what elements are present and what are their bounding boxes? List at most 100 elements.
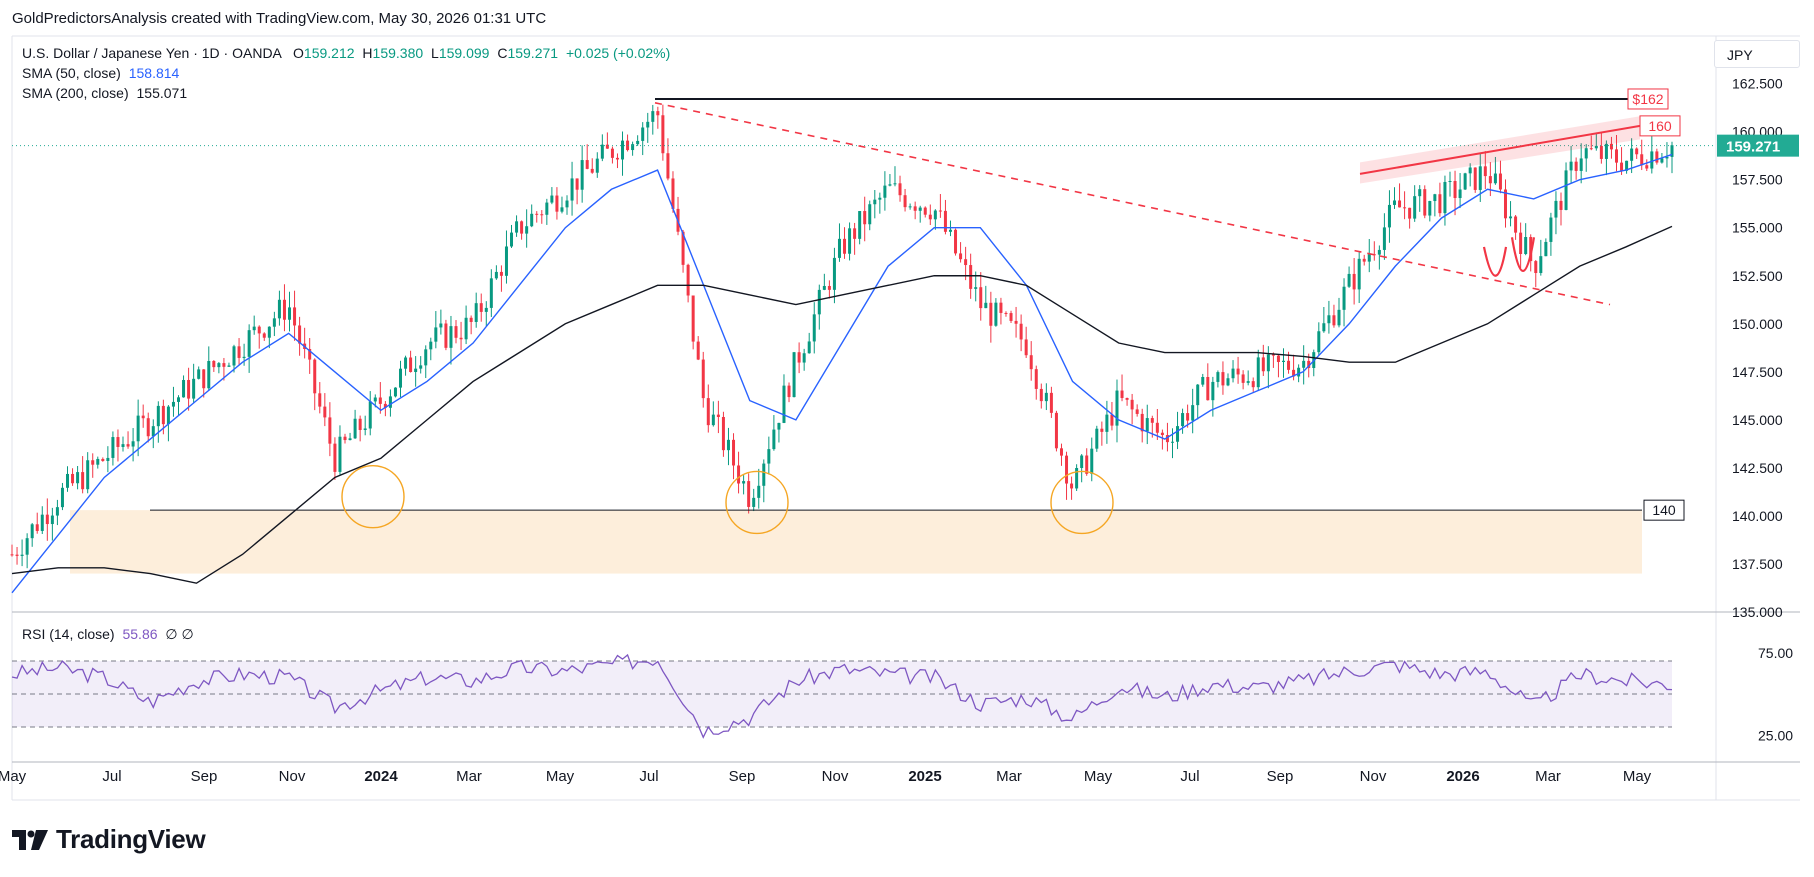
candle-body [15, 554, 19, 556]
candle-body [399, 368, 403, 388]
candle-body [76, 472, 80, 484]
candle-body [1105, 414, 1109, 432]
candle-body [277, 299, 281, 319]
symbol-title: U.S. Dollar / Japanese Yen · 1D · OANDA [22, 45, 282, 61]
double-bottom-curve [1482, 246, 1508, 277]
annotations-layer: $162 160 140 [150, 88, 1685, 535]
sma200-legend[interactable]: SMA (200, close) 155.071 [22, 85, 187, 101]
candle-body [1413, 196, 1417, 219]
candle-body [404, 357, 408, 369]
candle-body [1655, 151, 1659, 163]
time-tick-label: Mar [456, 768, 482, 785]
candle-body [50, 515, 54, 525]
candle-body [1130, 399, 1134, 410]
candle-body [807, 341, 811, 354]
candle-body [484, 307, 488, 312]
candle-body [1352, 273, 1356, 290]
time-tick-label: Jul [102, 768, 121, 785]
candle-body [378, 397, 382, 404]
candle-body [590, 168, 594, 173]
last-price-badge [1717, 134, 1799, 157]
candle-body [222, 363, 226, 367]
currency-button[interactable]: JPY [1714, 40, 1800, 68]
candle-body [30, 524, 34, 539]
candle-body [1140, 413, 1144, 432]
time-tick-label: 2024 [364, 768, 398, 785]
candle-body [1614, 149, 1618, 163]
rsi-legend[interactable]: RSI (14, close) 55.86 ∅ ∅ [22, 626, 194, 643]
candle-body [126, 444, 130, 447]
candle-body [681, 231, 685, 265]
candle-body [343, 436, 347, 441]
candle-body [873, 199, 877, 205]
price-tick-label: 157.500 [1732, 172, 1783, 188]
label-140-box [1643, 499, 1685, 521]
candle-body [1256, 357, 1260, 388]
candle-body [1387, 204, 1391, 228]
candle-body [182, 379, 186, 398]
candle-body [812, 314, 816, 342]
open-value: 159.212 [303, 45, 355, 61]
candle-body [1382, 227, 1386, 250]
candle-body [1488, 176, 1492, 184]
candle-body [363, 428, 367, 430]
tradingview-logo-icon [12, 829, 48, 850]
candle-body [1408, 207, 1412, 219]
price-tick-label: 150.000 [1732, 316, 1783, 332]
candle-body [893, 183, 897, 185]
candle-body [1544, 241, 1548, 257]
candle-body [1640, 154, 1644, 166]
candle-body [1110, 414, 1114, 426]
candle-body [1584, 148, 1588, 159]
sma200-value: 155.071 [136, 85, 188, 101]
candle-body [1241, 374, 1245, 383]
candle-body [721, 416, 725, 451]
price-tick-label: 137.500 [1732, 556, 1783, 572]
attribution-text: GoldPredictorsAnalysis created with Trad… [12, 10, 547, 27]
candle-body [1201, 376, 1205, 385]
candle-body [267, 326, 271, 338]
candle-body [711, 414, 715, 426]
tradingview-logo[interactable]: TradingView [12, 824, 206, 855]
candle-body [827, 285, 831, 290]
candle-body [187, 379, 191, 399]
high-label: H [362, 45, 373, 61]
candle-body [1468, 167, 1472, 174]
candle-body [45, 514, 49, 525]
candle-body [353, 418, 357, 439]
candle-body [1443, 181, 1447, 214]
candle-body [1509, 216, 1513, 219]
price-tick-label: 155.000 [1732, 220, 1783, 236]
candle-body [1004, 312, 1008, 314]
candle-body [1604, 143, 1608, 159]
candle-body [610, 148, 614, 158]
time-tick-label: Jul [639, 768, 658, 785]
candle-body [1554, 200, 1558, 218]
symbol-legend[interactable]: U.S. Dollar / Japanese Yen · 1D · OANDA … [22, 45, 670, 61]
candle-body [333, 443, 337, 472]
candle-body [272, 318, 276, 327]
sma50-value: 158.814 [128, 65, 180, 81]
price-tick-label: 162.500 [1732, 76, 1783, 92]
candle-body [959, 253, 963, 260]
descending-trendline [654, 102, 1611, 306]
candle-body [767, 449, 771, 464]
candle-body [1423, 189, 1427, 216]
candle-body [1327, 315, 1331, 324]
candle-body [545, 202, 549, 215]
candle-body [227, 365, 231, 367]
candle-body [434, 327, 438, 342]
candle-body [1044, 392, 1048, 402]
candle-body [621, 140, 625, 160]
candle-body [848, 228, 852, 254]
label-140-text: 140 [1652, 502, 1676, 518]
sma50-legend[interactable]: SMA (50, close) 158.814 [22, 65, 179, 81]
candle-body [974, 287, 978, 289]
candle-body [1049, 392, 1053, 413]
candle-body [626, 140, 630, 151]
candle-body [1539, 256, 1543, 274]
tradingview-wordmark: TradingView [56, 824, 206, 854]
candle-body [1120, 390, 1124, 399]
time-tick-label: 2025 [908, 768, 941, 785]
